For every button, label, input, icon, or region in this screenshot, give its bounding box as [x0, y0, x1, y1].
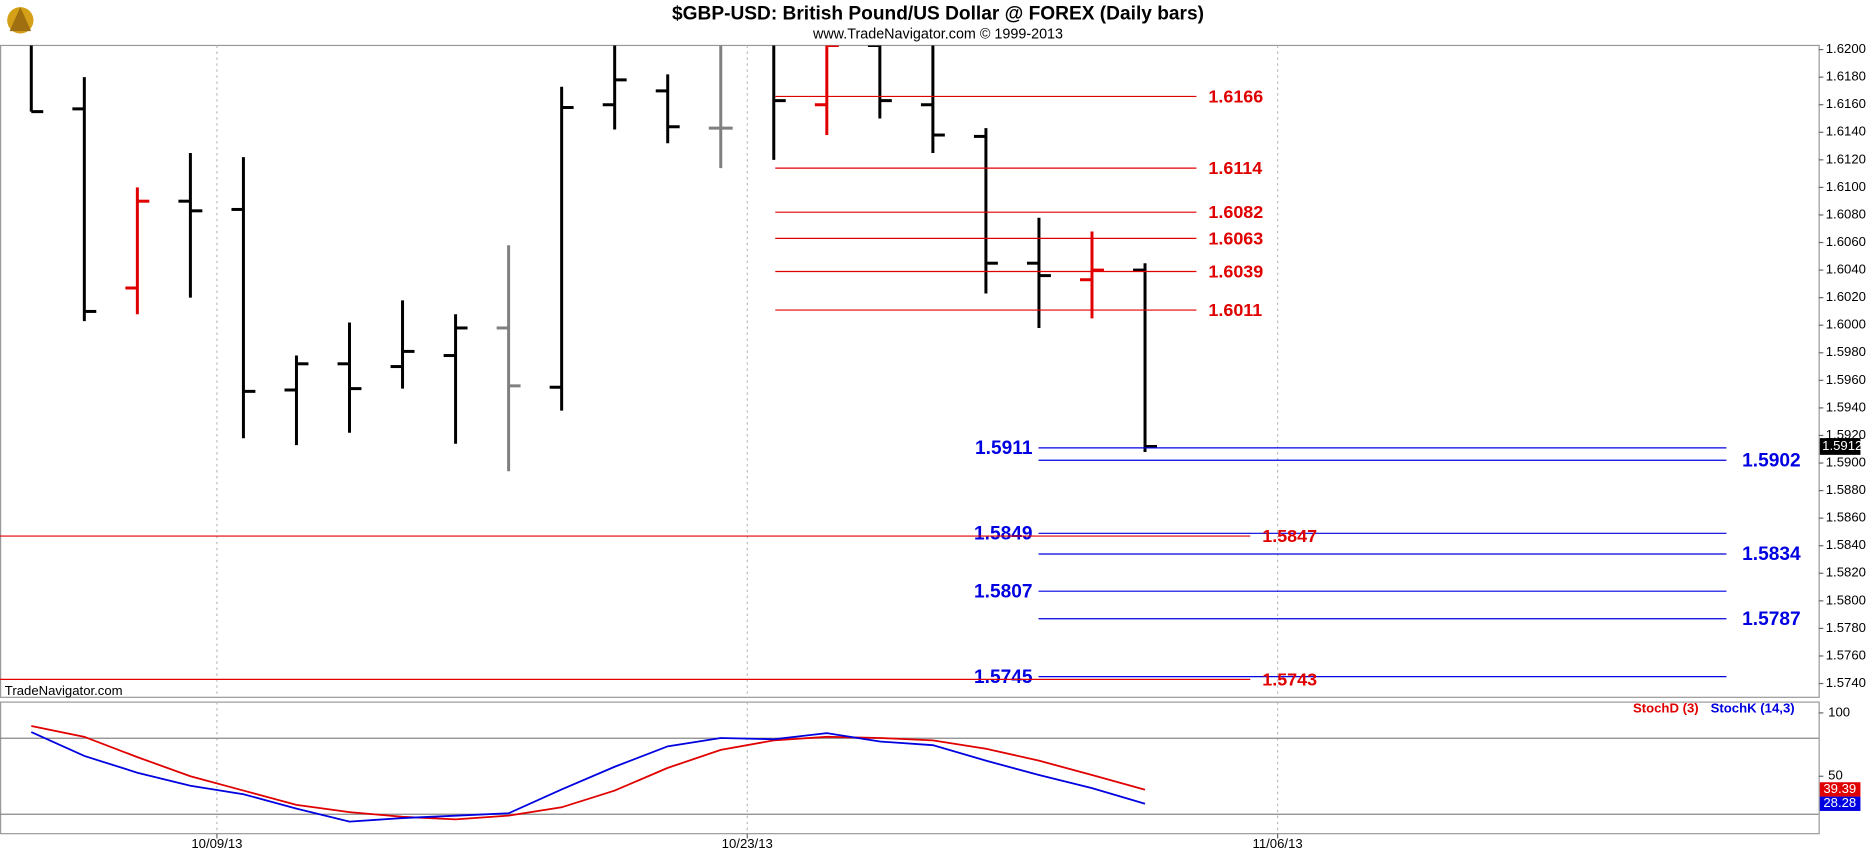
logo — [7, 7, 34, 34]
y-tick-label: 50 — [1828, 768, 1843, 783]
y-tick-label: 1.5980 — [1826, 344, 1866, 359]
level-label: 1.5743 — [1262, 669, 1317, 689]
y-tick-label: 1.5780 — [1826, 620, 1866, 635]
x-tick-label: 10/23/13 — [722, 836, 773, 851]
level-label: 1.5787 — [1742, 609, 1801, 630]
stoch-line — [30, 731, 1146, 823]
y-tick-label: 1.6020 — [1826, 289, 1866, 304]
level-label: 1.6039 — [1208, 261, 1263, 281]
y-tick-label: 1.5900 — [1826, 454, 1866, 469]
level-label: 1.5849 — [974, 524, 1033, 545]
y-tick-label: 1.5760 — [1826, 647, 1866, 662]
y-tick-label: 1.6000 — [1826, 317, 1866, 332]
level-label: 1.5834 — [1742, 544, 1801, 565]
level-label: 1.6114 — [1208, 158, 1262, 178]
y-tick-label: 1.5880 — [1826, 482, 1866, 497]
last-price-box — [1819, 438, 1861, 455]
y-tick-label: 1.5860 — [1826, 510, 1866, 525]
stoch-frame — [0, 701, 1820, 835]
y-tick-label: 1.6180 — [1826, 69, 1866, 84]
level-label: 1.6011 — [1208, 300, 1262, 320]
y-tick-label: 1.6040 — [1826, 262, 1866, 277]
last-price-label: 1.5912 — [1822, 438, 1862, 453]
value-label: 39.39 — [1823, 781, 1856, 796]
y-tick-label: 1.5960 — [1826, 372, 1866, 387]
value-label: 28.28 — [1823, 795, 1856, 810]
y-tick-label: 1.6080 — [1826, 206, 1866, 221]
y-tick-label: 1.5740 — [1826, 675, 1866, 690]
level-label: 1.5911 — [975, 438, 1033, 459]
level-label: 1.6063 — [1208, 228, 1263, 248]
level-label: 1.6166 — [1208, 86, 1263, 106]
y-tick-label: 1.5800 — [1826, 592, 1866, 607]
overlay: 10/09/13 10/23/13 11/06/13 1.5740 1.5760 1.57… — [0, 41, 1866, 851]
legend-entry: StochK (14,3) — [1711, 701, 1795, 716]
chart-subtitle: www.TradeNavigator.com © 1999-2013 — [812, 26, 1063, 42]
value-box — [1819, 796, 1861, 811]
y-tick-label: 1.6100 — [1826, 179, 1866, 194]
level-label: 1.5807 — [974, 581, 1033, 602]
stoch-line — [31, 725, 1146, 821]
value-box — [1819, 782, 1861, 797]
level-label: 1.5745 — [974, 667, 1033, 688]
price-frame — [0, 44, 1820, 698]
legend-entry: StochD (3) — [1633, 701, 1699, 716]
level-label: 1.5847 — [1262, 526, 1317, 546]
y-tick-label: 100 — [1828, 704, 1850, 719]
chart-title: $GBP-USD: British Pound/US Dollar @ FORE… — [672, 3, 1204, 24]
level-label: 1.6082 — [1208, 202, 1263, 222]
y-tick-label: 1.6200 — [1826, 41, 1866, 56]
x-tick-label: 11/06/13 — [1253, 836, 1303, 851]
y-tick-label: 1.5840 — [1826, 537, 1866, 552]
y-tick-label: 1.5820 — [1826, 565, 1866, 580]
y-tick-label: 1.6060 — [1826, 234, 1866, 249]
watermark: TradeNavigator.com — [5, 683, 123, 698]
y-tick-label: 1.6160 — [1826, 96, 1866, 111]
price-plot — [29, 45, 1157, 472]
x-tick-label: 10/09/13 — [191, 836, 242, 851]
y-tick-label: 1.5940 — [1826, 399, 1866, 414]
y-tick-label: 1.6120 — [1826, 151, 1866, 166]
y-tick-label: 1.6140 — [1826, 124, 1866, 139]
level-label: 1.5902 — [1742, 451, 1801, 472]
